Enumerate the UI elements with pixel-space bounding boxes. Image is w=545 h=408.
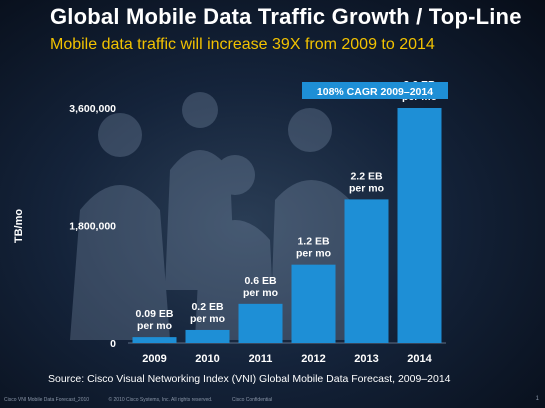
page-number: 1 — [535, 396, 539, 402]
bar-data-label: 0.09 EB — [136, 308, 174, 320]
footer-copyright: © 2010 Cisco Systems, Inc. All rights re… — [108, 397, 213, 403]
bar-data-label: 1.2 EB — [297, 236, 330, 248]
bar-2013 — [344, 199, 389, 343]
cagr-annotation-box — [302, 82, 448, 99]
bar-2014 — [397, 108, 442, 343]
bar-2009 — [132, 337, 177, 343]
bar-data-label: 0.2 EB — [191, 301, 224, 313]
cagr-annotation: 108% CAGR 2009–2014 — [317, 86, 433, 98]
background-people-image — [70, 92, 355, 340]
x-tick-label: 2012 — [301, 353, 325, 365]
x-tick-label: 2009 — [142, 353, 166, 365]
x-tick-label: 2013 — [354, 353, 378, 365]
x-tick-label: 2010 — [195, 353, 219, 365]
bar-data-label: per mo — [296, 248, 331, 260]
y-tick-label: 3,600,000 — [69, 103, 116, 115]
bar-2011 — [238, 303, 283, 343]
footer-confidential: Cisco Confidential — [231, 397, 273, 403]
x-tick-label: 2014 — [407, 353, 432, 365]
bar-data-label: per mo — [243, 287, 278, 299]
bar-2010 — [185, 329, 230, 343]
source-note: Source: Cisco Visual Networking Index (V… — [48, 373, 451, 385]
bar-data-label: 0.6 EB — [244, 275, 277, 287]
bar-data-label: per mo — [190, 313, 225, 325]
bar-data-label: per mo — [137, 320, 172, 332]
y-tick-label: 0 — [110, 338, 116, 350]
slide-subtitle: Mobile data traffic will increase 39X fr… — [50, 36, 435, 53]
slide-title: Global Mobile Data Traffic Growth / Top-… — [50, 4, 522, 29]
bar-data-label: per mo — [349, 182, 384, 194]
x-tick-label: 2011 — [249, 353, 273, 365]
footer-left: Cisco VNI Mobile Data Forecast_2010 — [4, 397, 90, 403]
y-tick-label: 1,800,000 — [69, 221, 116, 233]
bar-data-label: 2.2 EB — [350, 170, 383, 182]
y-axis-label: TB/mo — [13, 209, 25, 244]
bar-2012 — [291, 264, 336, 343]
footer: Cisco VNI Mobile Data Forecast_2010 © 20… — [4, 397, 290, 403]
